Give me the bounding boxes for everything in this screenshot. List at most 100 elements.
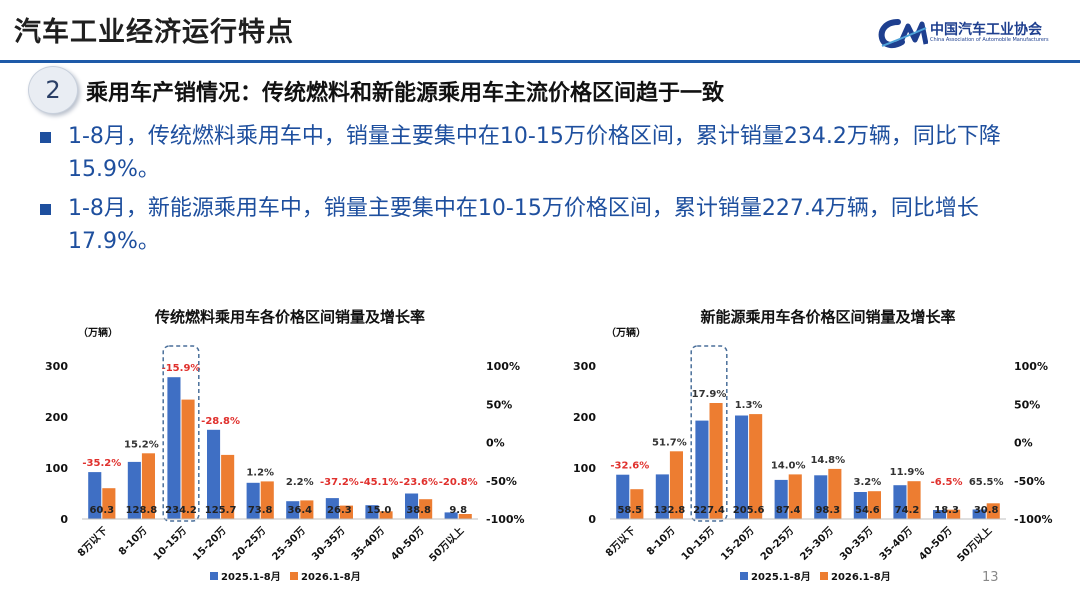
bar-2026 [102, 488, 116, 519]
growth-rate-label: 14.8% [810, 455, 845, 466]
bar-2025 [814, 475, 828, 519]
x-tick-label: 25-30万 [798, 525, 836, 563]
bar-2025 [88, 472, 102, 519]
y-axis-label: （万辆） [78, 326, 118, 339]
y2-tick-label: 50% [486, 398, 512, 411]
bar-2025 [207, 429, 221, 520]
x-tick-label: 50万以上 [426, 524, 466, 564]
y2-tick-label: 100% [486, 360, 520, 373]
legend-swatch [210, 572, 218, 580]
bar-value-label: 9.8 [449, 505, 467, 516]
bar-2025 [246, 482, 260, 519]
growth-rate-label: 3.2% [854, 477, 882, 488]
growth-rate-label: -23.6% [399, 477, 438, 488]
x-tick-label: 8-10万 [116, 525, 149, 558]
bar-2026 [419, 499, 433, 519]
bar-value-label: 54.6 [855, 505, 880, 516]
title-bar: 汽车工业经济运行特点 中国汽车工业协会 China Association of… [0, 0, 1080, 63]
bar-value-label: 58.5 [617, 505, 642, 516]
section-heading: 2 乘用车产销情况：传统燃料和新能源乘用车主流价格区间趋于一致 [28, 66, 1068, 114]
logo-name-cn: 中国汽车工业协会 [930, 22, 1042, 38]
bar-2025 [167, 377, 181, 519]
bar-2025 [893, 485, 907, 519]
bar-2026 [867, 491, 881, 519]
x-tick-label: 30-35万 [309, 525, 347, 563]
x-tick-label: 35-40万 [877, 525, 915, 563]
y-tick-label: 0 [60, 513, 68, 526]
growth-rate-label: 1.3% [735, 400, 763, 411]
bar-2026 [379, 511, 393, 519]
x-tick-label: 25-30万 [270, 525, 308, 563]
square-bullet-icon [40, 132, 51, 143]
x-tick-label: 20-25万 [758, 525, 796, 563]
x-tick-label: 50万以上 [954, 524, 994, 564]
bar-2026 [907, 481, 921, 519]
y2-tick-label: 100% [1014, 360, 1048, 373]
x-tick-label: 30-35万 [837, 525, 875, 563]
growth-rate-label: 17.9% [692, 389, 727, 400]
bar-2025 [972, 509, 986, 519]
bar-2025 [127, 461, 141, 519]
bar-value-label: 73.8 [248, 505, 273, 516]
y-tick-label: 200 [45, 411, 68, 424]
chart-fuel-svg: 传统燃料乘用车各价格区间销量及增长率 （万辆） 0 100 200 300 -100% -50… [45, 308, 525, 583]
square-bullet-icon [40, 204, 51, 215]
y-tick-label: 200 [573, 411, 596, 424]
legend-label: 2025.1-8月 [221, 571, 281, 583]
bar-value-label: 38.8 [406, 505, 431, 516]
y-tick-label: 100 [573, 462, 596, 475]
y-tick-label: 100 [45, 462, 68, 475]
y2-tick-label: 0% [486, 437, 505, 450]
section-number: 2 [28, 66, 78, 114]
y-axis-label: （万辆） [606, 326, 646, 339]
bar-value-label: 125.7 [205, 505, 237, 516]
y-tick-label: 300 [45, 360, 68, 373]
bar-2025 [365, 505, 379, 519]
legend-label: 2025.1-8月 [751, 571, 811, 583]
x-tick-label: 8万以下 [75, 525, 110, 560]
bar-2026 [709, 403, 723, 519]
bullet-item: 1-8月，新能源乘用车中，销量主要集中在10-15万价格区间，累计销量227.4… [36, 192, 1066, 258]
y2-tick-label: -100% [486, 513, 525, 526]
bar-2026 [749, 414, 763, 519]
highlight-box [162, 345, 200, 522]
bar-2026 [947, 509, 961, 519]
bar-value-label: 30.8 [974, 505, 999, 516]
growth-rate-label: -15.9% [162, 363, 201, 374]
x-tick-label: 35-40万 [349, 525, 387, 563]
chart-title: 传统燃料乘用车各价格区间销量及增长率 [154, 308, 425, 326]
growth-rate-label: 2.2% [286, 477, 314, 488]
bar-2025 [655, 474, 669, 519]
x-tick-label: 40-50万 [917, 525, 955, 563]
x-tick-label: 20-25万 [230, 525, 268, 563]
growth-rate-label: -28.8% [201, 416, 240, 427]
page-number: 13 [982, 570, 999, 585]
highlight-box [690, 345, 728, 522]
bar-2025 [286, 501, 300, 519]
bar-value-label: 87.4 [776, 505, 801, 516]
bar-2026 [986, 503, 1000, 519]
bar-2025 [325, 498, 339, 519]
title-divider [0, 60, 1080, 63]
bar-2025 [444, 512, 458, 519]
bar-value-label: 128.8 [126, 505, 158, 516]
y2-tick-label: 50% [1014, 398, 1040, 411]
x-tick-label: 40-50万 [389, 525, 427, 563]
legend-label: 2026.1-8月 [831, 571, 891, 583]
bullet-item: 1-8月，传统燃料乘用车中，销量主要集中在10-15万价格区间，累计销量234.… [36, 120, 1066, 186]
legend-swatch [820, 572, 828, 580]
bullet-text: 1-8月，新能源乘用车中，销量主要集中在10-15万价格区间，累计销量227.4… [68, 196, 979, 254]
logo-name-en: China Association of Automobile Manufact… [930, 37, 1049, 43]
legend-label: 2026.1-8月 [301, 571, 361, 583]
y2-tick-label: -50% [1014, 475, 1045, 488]
growth-rate-label: 51.7% [652, 437, 687, 448]
legend-swatch [740, 572, 748, 580]
bar-value-label: 15.0 [367, 505, 392, 516]
bar-2026 [300, 500, 314, 519]
x-tick-label: 10-15万 [679, 525, 717, 563]
bar-value-label: 234.2 [165, 505, 197, 516]
growth-rate-label: -20.8% [439, 477, 478, 488]
growth-rate-label: 11.9% [890, 467, 925, 478]
y2-tick-label: 0% [1014, 437, 1033, 450]
bar-2026 [788, 474, 802, 519]
